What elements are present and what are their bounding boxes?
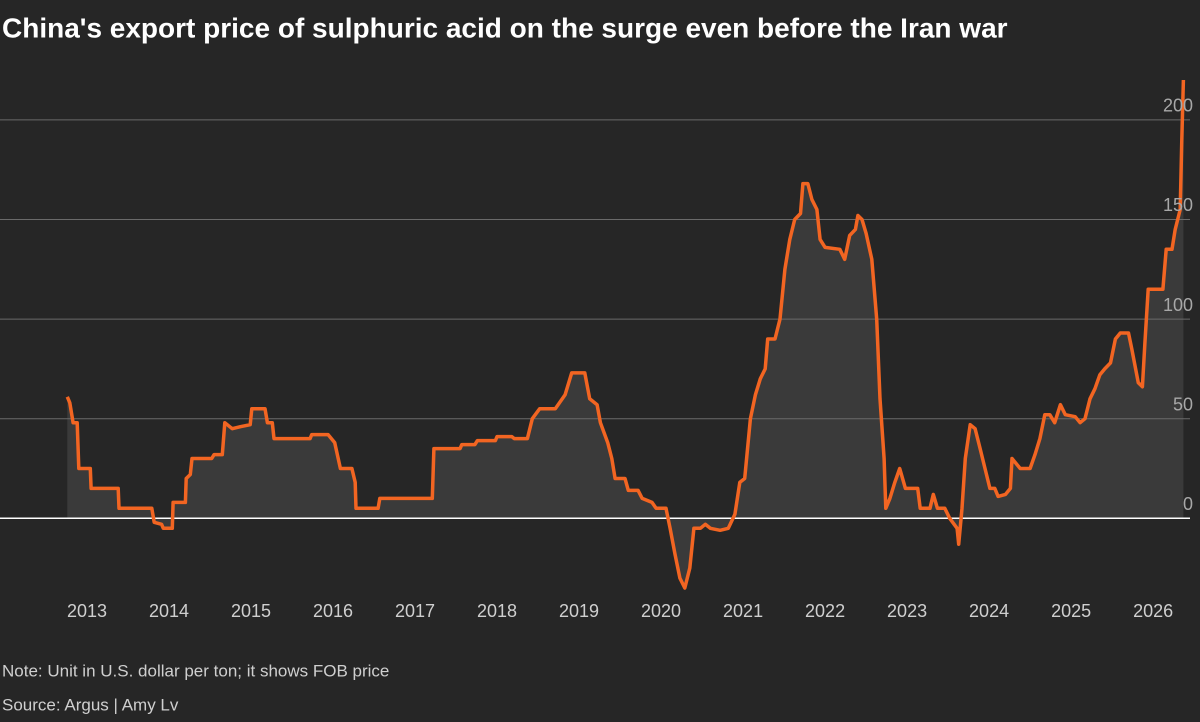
x-tick-label: 2017 — [395, 601, 435, 621]
x-tick-label: 2016 — [313, 601, 353, 621]
x-tick-label: 2018 — [477, 601, 517, 621]
x-tick-label: 2013 — [67, 601, 107, 621]
x-tick-label: 2025 — [1051, 601, 1091, 621]
y-tick-label: 100 — [1163, 295, 1193, 315]
x-tick-label: 2026 — [1133, 601, 1173, 621]
x-tick-label: 2023 — [887, 601, 927, 621]
line — [65, 79, 1186, 590]
note: Note: Unit in U.S. dollar per ton; it sh… — [2, 661, 389, 680]
y-tick-label: 200 — [1163, 96, 1193, 116]
y-tick-label: 0 — [1183, 494, 1193, 514]
x-tick-label: 2015 — [231, 601, 271, 621]
x-tick-label: 2021 — [723, 601, 763, 621]
x-tick-label: 2019 — [559, 601, 599, 621]
source: Source: Argus | Amy Lv — [2, 695, 179, 714]
y-tick-label: 50 — [1173, 394, 1193, 414]
y-tick-label: 150 — [1163, 195, 1193, 215]
chart-title: China's export price of sulphuric acid o… — [2, 12, 1008, 43]
x-tick-label: 2022 — [805, 601, 845, 621]
x-tick-label: 2024 — [969, 601, 1009, 621]
x-tick-label: 2014 — [149, 601, 189, 621]
x-tick-label: 2020 — [641, 601, 681, 621]
area — [67, 80, 1184, 588]
